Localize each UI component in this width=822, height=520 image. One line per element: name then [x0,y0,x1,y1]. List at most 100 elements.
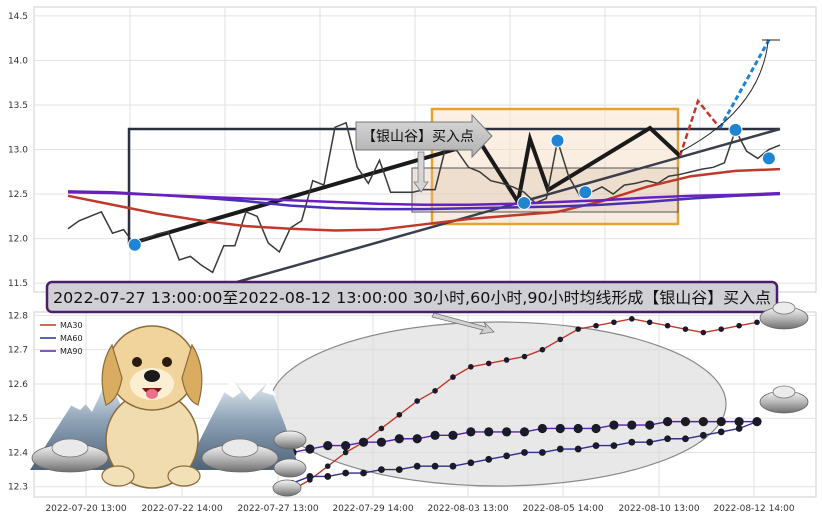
data-point [449,462,457,470]
price-y-tick-label: 11.5 [8,279,28,289]
data-point [698,417,708,427]
data-point [432,387,438,394]
projection-red-path [678,98,721,157]
pointer-arrow [431,312,495,335]
data-point [593,322,599,329]
data-point [591,423,601,434]
price-y-tick-label: 12.5 [8,190,28,200]
data-point [378,425,385,432]
data-point [645,420,655,430]
buy-point-marker [578,185,593,200]
data-point [360,469,367,477]
data-point [610,442,618,450]
price-y-tick-label: 14.0 [8,56,28,66]
data-point [539,346,546,353]
data-point [629,316,635,322]
x-tick-label: 2022-07-20 13:00 [45,504,126,514]
data-point [537,423,547,434]
data-point [592,442,600,450]
data-point [414,398,420,404]
data-point [485,360,492,367]
data-point [323,441,333,451]
data-point [412,434,422,444]
data-point [358,437,369,447]
data-point [378,466,385,473]
data-point [413,462,421,470]
data-point [324,473,332,480]
data-point [682,326,689,332]
callout-down-arrow [413,151,429,193]
buy-point-marker [517,195,532,210]
data-point [680,417,691,427]
ma-y-ticks: 12.3 12.4 12.5 12.6 12.7 12.8 [8,311,28,492]
price-y-tick-label: 12.0 [8,235,28,245]
data-point [664,322,671,329]
data-point [646,319,653,326]
data-point [342,469,350,477]
data-point [521,353,528,360]
data-point [341,441,351,451]
x-tick-label: 2022-07-27 13:00 [237,504,318,514]
data-point [752,417,762,427]
price-line [67,121,781,274]
data-point [700,329,707,336]
focus-ellipse [269,321,727,487]
x-tick-label: 2022-07-29 14:00 [332,504,413,514]
data-point [555,423,565,434]
data-point [662,417,673,427]
data-point [521,449,528,456]
banner-text: 2022-07-27 13:00:00至2022-08-12 13:00:00 … [53,289,771,307]
ma-y-tick-label: 12.4 [8,448,28,458]
ma-y-tick-label: 12.5 [8,414,28,424]
data-point [646,438,654,446]
data-point [519,427,530,437]
data-point [574,445,582,453]
data-point [628,438,636,446]
data-point [573,423,583,434]
x-tick-label: 2022-08-03 13:00 [427,504,508,514]
ma30-series [289,316,760,493]
data-point [611,319,617,326]
data-point [306,473,314,480]
x-tick-label: 2022-08-05 14:00 [522,504,603,514]
projection-blue-path [718,37,772,129]
data-point [396,411,403,418]
data-point [305,444,315,454]
data-point [484,427,494,437]
data-point [735,425,743,432]
data-point [430,430,440,440]
legend-label: MA30 [60,321,83,330]
dog-mascot-icon [101,325,203,489]
data-point [485,455,493,463]
data-point [468,364,474,370]
data-point [466,427,476,437]
data-point [502,427,512,437]
data-point [557,336,564,343]
ma30-line [67,167,781,232]
ma90-series [287,417,762,458]
x-tick-label: 2022-08-12 14:00 [713,504,794,514]
price-y-ticks: 11.5 12.0 12.5 13.0 13.5 14.0 14.5 [8,12,28,289]
buy-point-marker [761,151,776,166]
ma-series [287,316,762,493]
x-tick-label: 2022-08-10 13:00 [618,504,699,514]
legend-label: MA90 [60,347,83,356]
data-point [342,449,349,456]
data-point [467,459,475,467]
data-point [503,357,510,363]
price-y-tick-label: 13.0 [8,146,28,156]
ma-x-ticks: 2022-07-20 13:00 2022-07-22 14:00 2022-07-… [45,504,794,514]
ma-y-tick-label: 12.3 [8,483,28,493]
buy-point-marker [550,133,565,148]
data-point [682,435,689,443]
buy-point-label: 【银山谷】买入点 [362,129,474,145]
projection-curve [679,41,769,153]
data-point [609,420,619,430]
silver-ingots-right [272,301,809,497]
data-point [717,428,725,436]
data-point [556,445,564,453]
data-point [503,452,511,460]
data-point [394,434,404,444]
price-y-tick-label: 14.5 [8,12,28,22]
